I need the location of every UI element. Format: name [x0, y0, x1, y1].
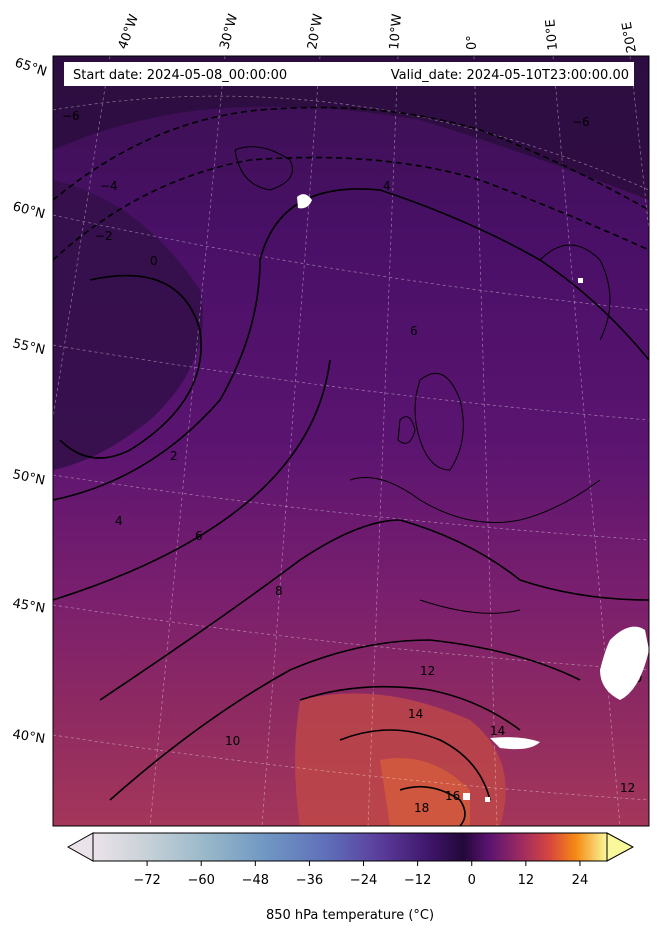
contour-label: 12: [620, 781, 635, 795]
lon-label: 40°W: [116, 12, 142, 51]
contour-label: 14: [408, 707, 423, 721]
colorbar-tick-label: 0: [468, 873, 476, 888]
contour-label: 6: [410, 324, 418, 338]
lat-label: 50°N: [11, 467, 46, 488]
contour-label: 4: [115, 514, 123, 528]
isotherms: [53, 106, 649, 826]
map-panel: −6 −4 −2 0 2 4 6 8 10 12 14 16 18 6 4 −6…: [53, 56, 649, 826]
valid-date-label: Valid_date: 2024-05-10T23:00:00.00: [391, 68, 629, 83]
header-box: [64, 62, 634, 86]
start-date-label: Start date: 2024-05-08_00:00:00: [73, 68, 287, 83]
graticule: [53, 56, 649, 826]
colorbar-ticks: −72 −60 −48 −36 −24 −12 0 12 24: [133, 861, 588, 888]
contour-label: 0: [150, 254, 158, 268]
isotherm-6: [53, 359, 331, 601]
iceland-coast: [234, 146, 293, 191]
colorbar-tick-label: −60: [187, 873, 214, 888]
lon-label: 20°E: [620, 21, 640, 54]
lat-label: 60°N: [11, 199, 47, 222]
isotherm-0: [59, 274, 202, 459]
colorbar-extend-high: [606, 832, 635, 862]
lat-label: 45°N: [11, 596, 46, 616]
contour-label: 10: [225, 734, 240, 748]
colorbar-tick-label: 12: [518, 873, 535, 888]
france-coast: [349, 477, 601, 523]
contour-label: 14: [490, 724, 505, 738]
contour-label: −6: [62, 109, 80, 123]
missing-data-mask: [297, 194, 649, 802]
isotherm-16: [399, 785, 466, 826]
cold-region-north: [53, 56, 649, 200]
latitude-labels: 65°N 60°N 55°N 50°N 45°N 40°N: [11, 56, 49, 748]
colorbar-tick-label: −72: [133, 873, 160, 888]
ireland-coast: [397, 416, 416, 444]
isotherm-10: [109, 639, 581, 801]
colorbar: −72 −60 −48 −36 −24 −12 0 12 24 850 hPa temperat…: [66, 832, 635, 923]
contour-label: 4: [383, 179, 391, 193]
contour-label: −2: [95, 229, 113, 243]
colorbar-tick-label: −48: [242, 873, 269, 888]
lat-label: 65°N: [13, 56, 49, 80]
contour-label: 16: [445, 789, 460, 803]
contour-label: 8: [275, 584, 283, 598]
colorbar-tick-label: −12: [404, 873, 431, 888]
isotherm-neg2: [53, 156, 649, 261]
contour-label: 18: [414, 801, 429, 815]
contour-label: 6: [195, 529, 203, 543]
hot-core: [380, 758, 470, 826]
colorbar-tick-label: −24: [350, 873, 377, 888]
colorbar-tick-label: 24: [572, 873, 589, 888]
map-frame: [52, 55, 650, 827]
lon-label: 30°W: [217, 12, 241, 51]
lat-label: 40°N: [11, 727, 46, 747]
scandinavia-coast: [539, 244, 611, 341]
isotherm-neg4: [53, 106, 649, 211]
lon-label: 20°W: [305, 13, 326, 51]
coastlines: [234, 146, 611, 614]
cold-region-west: [53, 180, 203, 470]
contour-label: −6: [572, 115, 590, 129]
colorbar-label: 850 hPa temperature (°C): [266, 908, 434, 923]
isotherm-12: [299, 685, 521, 731]
contour-label: 2: [170, 449, 178, 463]
longitude-labels: 40°W 30°W 20°W 10°W 0° 10°E 20°E: [116, 12, 640, 54]
isotherm-14: [339, 729, 491, 801]
contour-label: −4: [100, 179, 118, 193]
north-spain-coast: [419, 599, 521, 614]
lon-label: 10°W: [387, 13, 405, 50]
isotherm-4: [53, 188, 649, 501]
great-britain-coast: [414, 372, 464, 471]
colorbar-tick-label: −36: [296, 873, 323, 888]
colorbar-extend-low: [66, 832, 94, 862]
lat-label: 55°N: [11, 336, 46, 358]
lon-label: 10°E: [543, 19, 561, 51]
lon-label: 0°: [465, 35, 480, 50]
colorbar-ramp: [92, 832, 608, 862]
isotherm-8: [99, 519, 649, 701]
contour-label: 12: [420, 664, 435, 678]
